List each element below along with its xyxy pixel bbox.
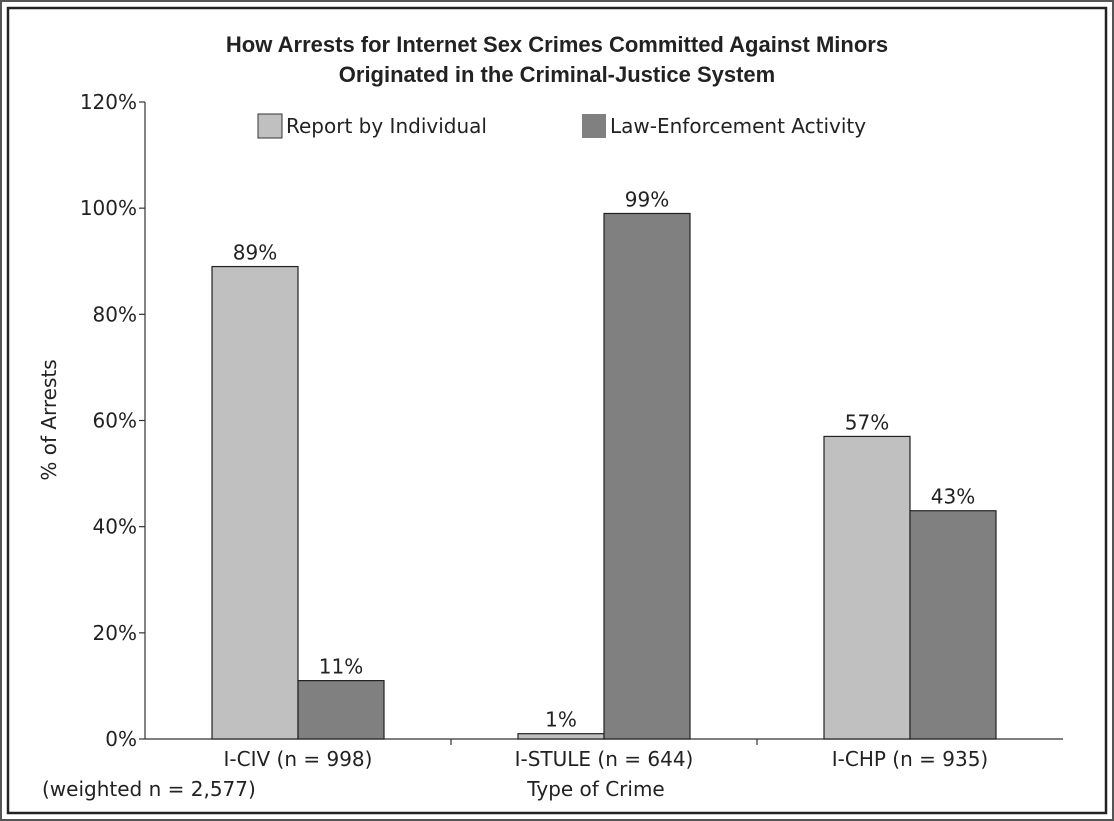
y-tick-label: 120% — [80, 90, 137, 114]
bar-report-by-individual — [823, 435, 911, 740]
y-tick-label: 0% — [105, 727, 137, 751]
legend-swatch-law-enforcement-activity — [582, 114, 606, 138]
data-label: 57% — [845, 410, 889, 434]
chart-title-line-1: How Arrests for Internet Sex Crimes Comm… — [226, 32, 888, 57]
y-tick-label: 100% — [80, 196, 137, 220]
data-label: 99% — [625, 187, 669, 211]
bar-law-enforcement-activity — [603, 212, 691, 740]
data-labels: 89% 11% 1% 99% 57% 43% — [233, 187, 975, 731]
data-label: 89% — [233, 241, 277, 265]
y-tick-label: 60% — [93, 409, 137, 433]
y-tick-label: 80% — [93, 302, 137, 326]
legend: Report by Individual Law-Enforcement Act… — [257, 113, 866, 139]
x-ticks — [450, 739, 758, 745]
bar-report-by-individual — [517, 733, 605, 740]
bar-law-enforcement-activity — [297, 680, 385, 740]
chart-title-line-2: Originated in the Criminal-Justice Syste… — [339, 62, 775, 87]
bar-report-by-individual — [211, 265, 299, 740]
bars — [211, 212, 997, 740]
y-tick-label: 40% — [93, 515, 137, 539]
y-axis-title: % of Arrests — [37, 359, 61, 480]
category-labels: I-CIV (n = 998) I-STULE (n = 644) I-CHP (n… — [224, 747, 989, 771]
legend-swatch-report-by-individual — [257, 113, 283, 139]
category-label: I-CHP (n = 935) — [832, 747, 988, 771]
category-label: I-CIV (n = 998) — [224, 747, 373, 771]
x-axis-title: Type of Crime — [526, 777, 664, 801]
category-label: I-STULE (n = 644) — [515, 747, 694, 771]
y-tick-label: 20% — [93, 621, 137, 645]
legend-label-law-enforcement-activity: Law-Enforcement Activity — [610, 114, 866, 138]
data-label: 11% — [319, 655, 363, 679]
data-label: 1% — [545, 708, 577, 732]
legend-label-report-by-individual: Report by Individual — [286, 114, 487, 138]
bar-law-enforcement-activity — [909, 510, 997, 740]
data-label: 43% — [931, 485, 975, 509]
inner-border — [6, 6, 1108, 815]
y-ticks: 0% 20% 40% 60% 80% 100% 120% — [80, 90, 145, 751]
sample-size-note: (weighted n = 2,577) — [42, 777, 256, 801]
